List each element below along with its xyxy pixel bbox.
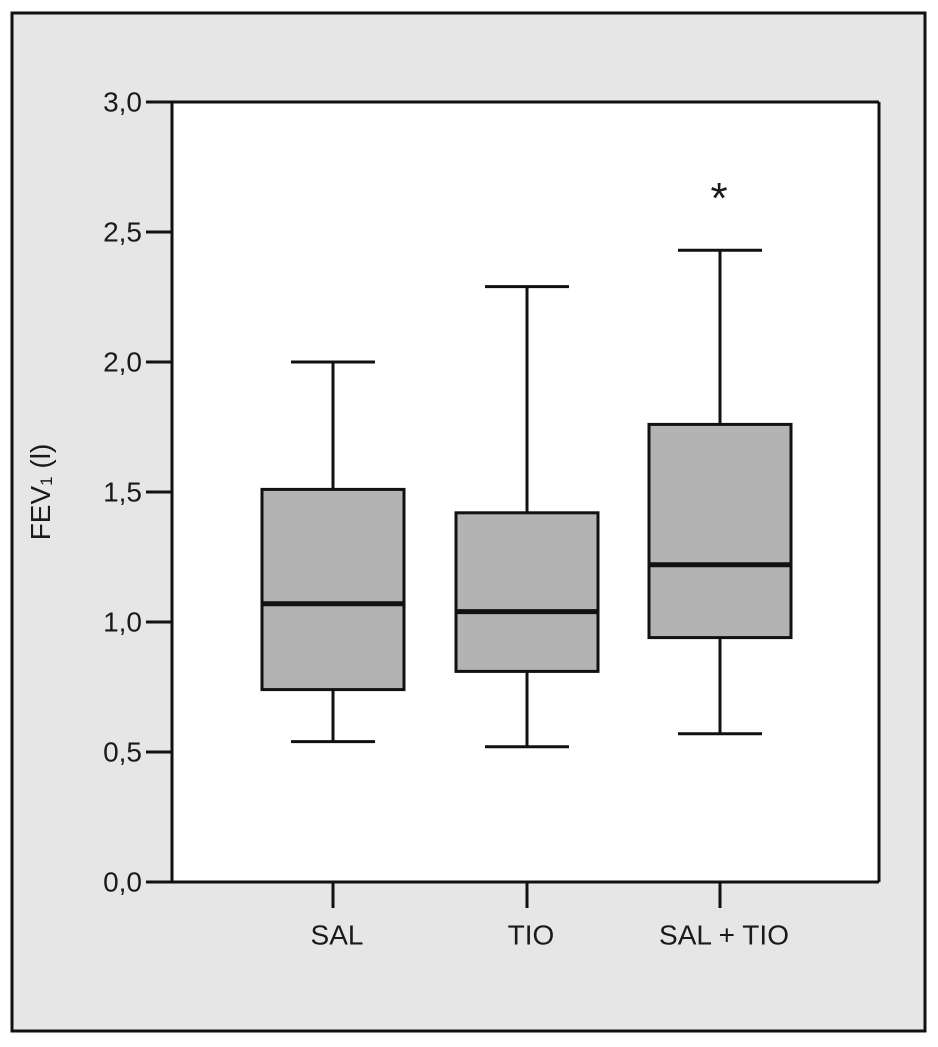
box (647, 422, 793, 640)
significance-marker: * (710, 174, 727, 223)
y-tick-label: 2,5 (103, 217, 142, 248)
box (260, 487, 406, 692)
x-tick-label: TIO (508, 920, 555, 951)
box-group (260, 360, 406, 744)
y-tick-label: 1,0 (103, 607, 142, 638)
y-axis-title: FEV1 (l) (25, 444, 56, 541)
x-ticks: SAL TIO SAL + TIO (311, 882, 789, 951)
x-tick-label: SAL (311, 920, 364, 951)
y-axis-title-unit: (l) (25, 444, 56, 477)
y-tick-label: 0,0 (103, 867, 142, 898)
y-tick-label: 3,0 (103, 87, 142, 118)
y-tick-label: 1,5 (103, 477, 142, 508)
box (454, 511, 600, 673)
box-group (454, 285, 600, 749)
y-axis-title-main: FEV (25, 486, 56, 541)
annotations: * (710, 174, 727, 223)
boxes-layer (260, 248, 793, 749)
y-tick-label: 2,0 (103, 347, 142, 378)
y-axis-title-subscript: 1 (37, 476, 56, 485)
y-tick-label: 0,5 (103, 737, 142, 768)
box-group (647, 248, 793, 736)
y-ticks: 0,0 0,5 1,0 1,5 2,0 2,5 3,0 (103, 87, 172, 898)
x-tick-label: SAL + TIO (659, 920, 789, 951)
